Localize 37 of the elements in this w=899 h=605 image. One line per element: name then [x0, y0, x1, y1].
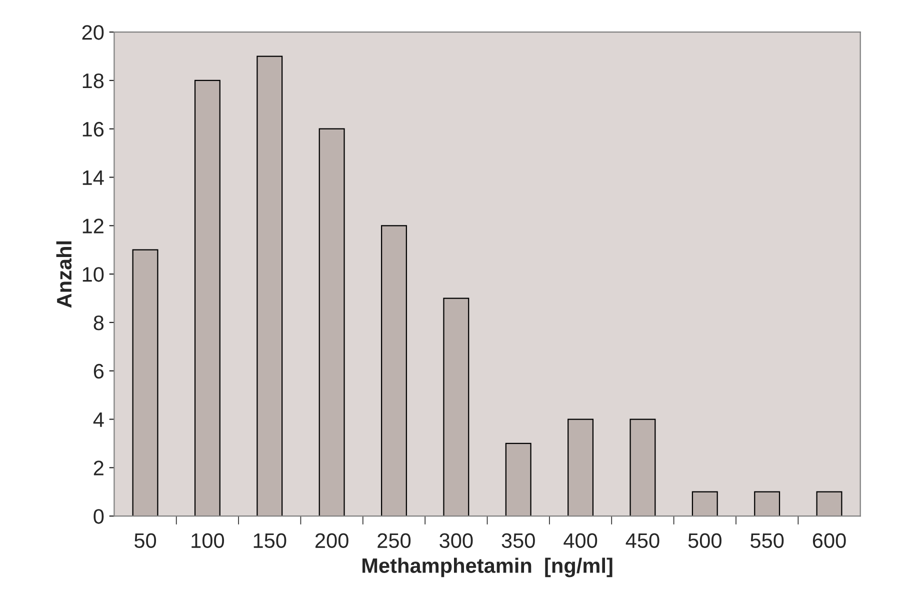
y-tick-label: 18	[82, 73, 104, 88]
y-tick-label: 20	[82, 25, 104, 40]
x-tick-label: 450	[626, 533, 660, 548]
x-axis-title: Methamphetamin [ng/ml]	[362, 558, 612, 578]
y-tick-label: 12	[82, 218, 104, 234]
bar	[630, 418, 656, 516]
bar	[692, 491, 718, 516]
y-tick-label: 6	[94, 364, 104, 379]
x-tick-label: 600	[812, 533, 846, 548]
y-tick-label: 4	[93, 412, 104, 427]
bar	[318, 128, 345, 516]
bar	[194, 80, 220, 516]
y-tick-label: 8	[94, 315, 104, 330]
bar	[256, 56, 283, 516]
x-tick-label: 550	[750, 533, 784, 548]
x-tick-label: 150	[254, 533, 286, 548]
y-tick-label: 0	[94, 509, 104, 524]
bar	[380, 225, 407, 516]
x-tick-label: 300	[440, 533, 473, 548]
x-tick-label: 350	[502, 533, 535, 548]
bar	[816, 491, 842, 516]
x-tick-label: 250	[378, 533, 411, 548]
x-tick-label: 100	[192, 533, 224, 548]
bar	[568, 418, 594, 516]
x-tick-label: 500	[688, 533, 722, 548]
bar	[443, 298, 470, 516]
x-tick-label: 200	[315, 533, 348, 548]
y-axis-title: Anzahl	[56, 241, 72, 308]
bar	[132, 249, 158, 516]
y-tick-label: 2	[94, 460, 104, 476]
x-tick-label: 50	[134, 533, 156, 548]
y-tick-label: 14	[82, 170, 104, 185]
bar	[505, 442, 532, 516]
x-tick-label: 400	[564, 533, 598, 548]
y-tick-label: 16	[82, 122, 104, 137]
y-tick-label: 10	[82, 267, 104, 282]
bar	[754, 491, 780, 516]
